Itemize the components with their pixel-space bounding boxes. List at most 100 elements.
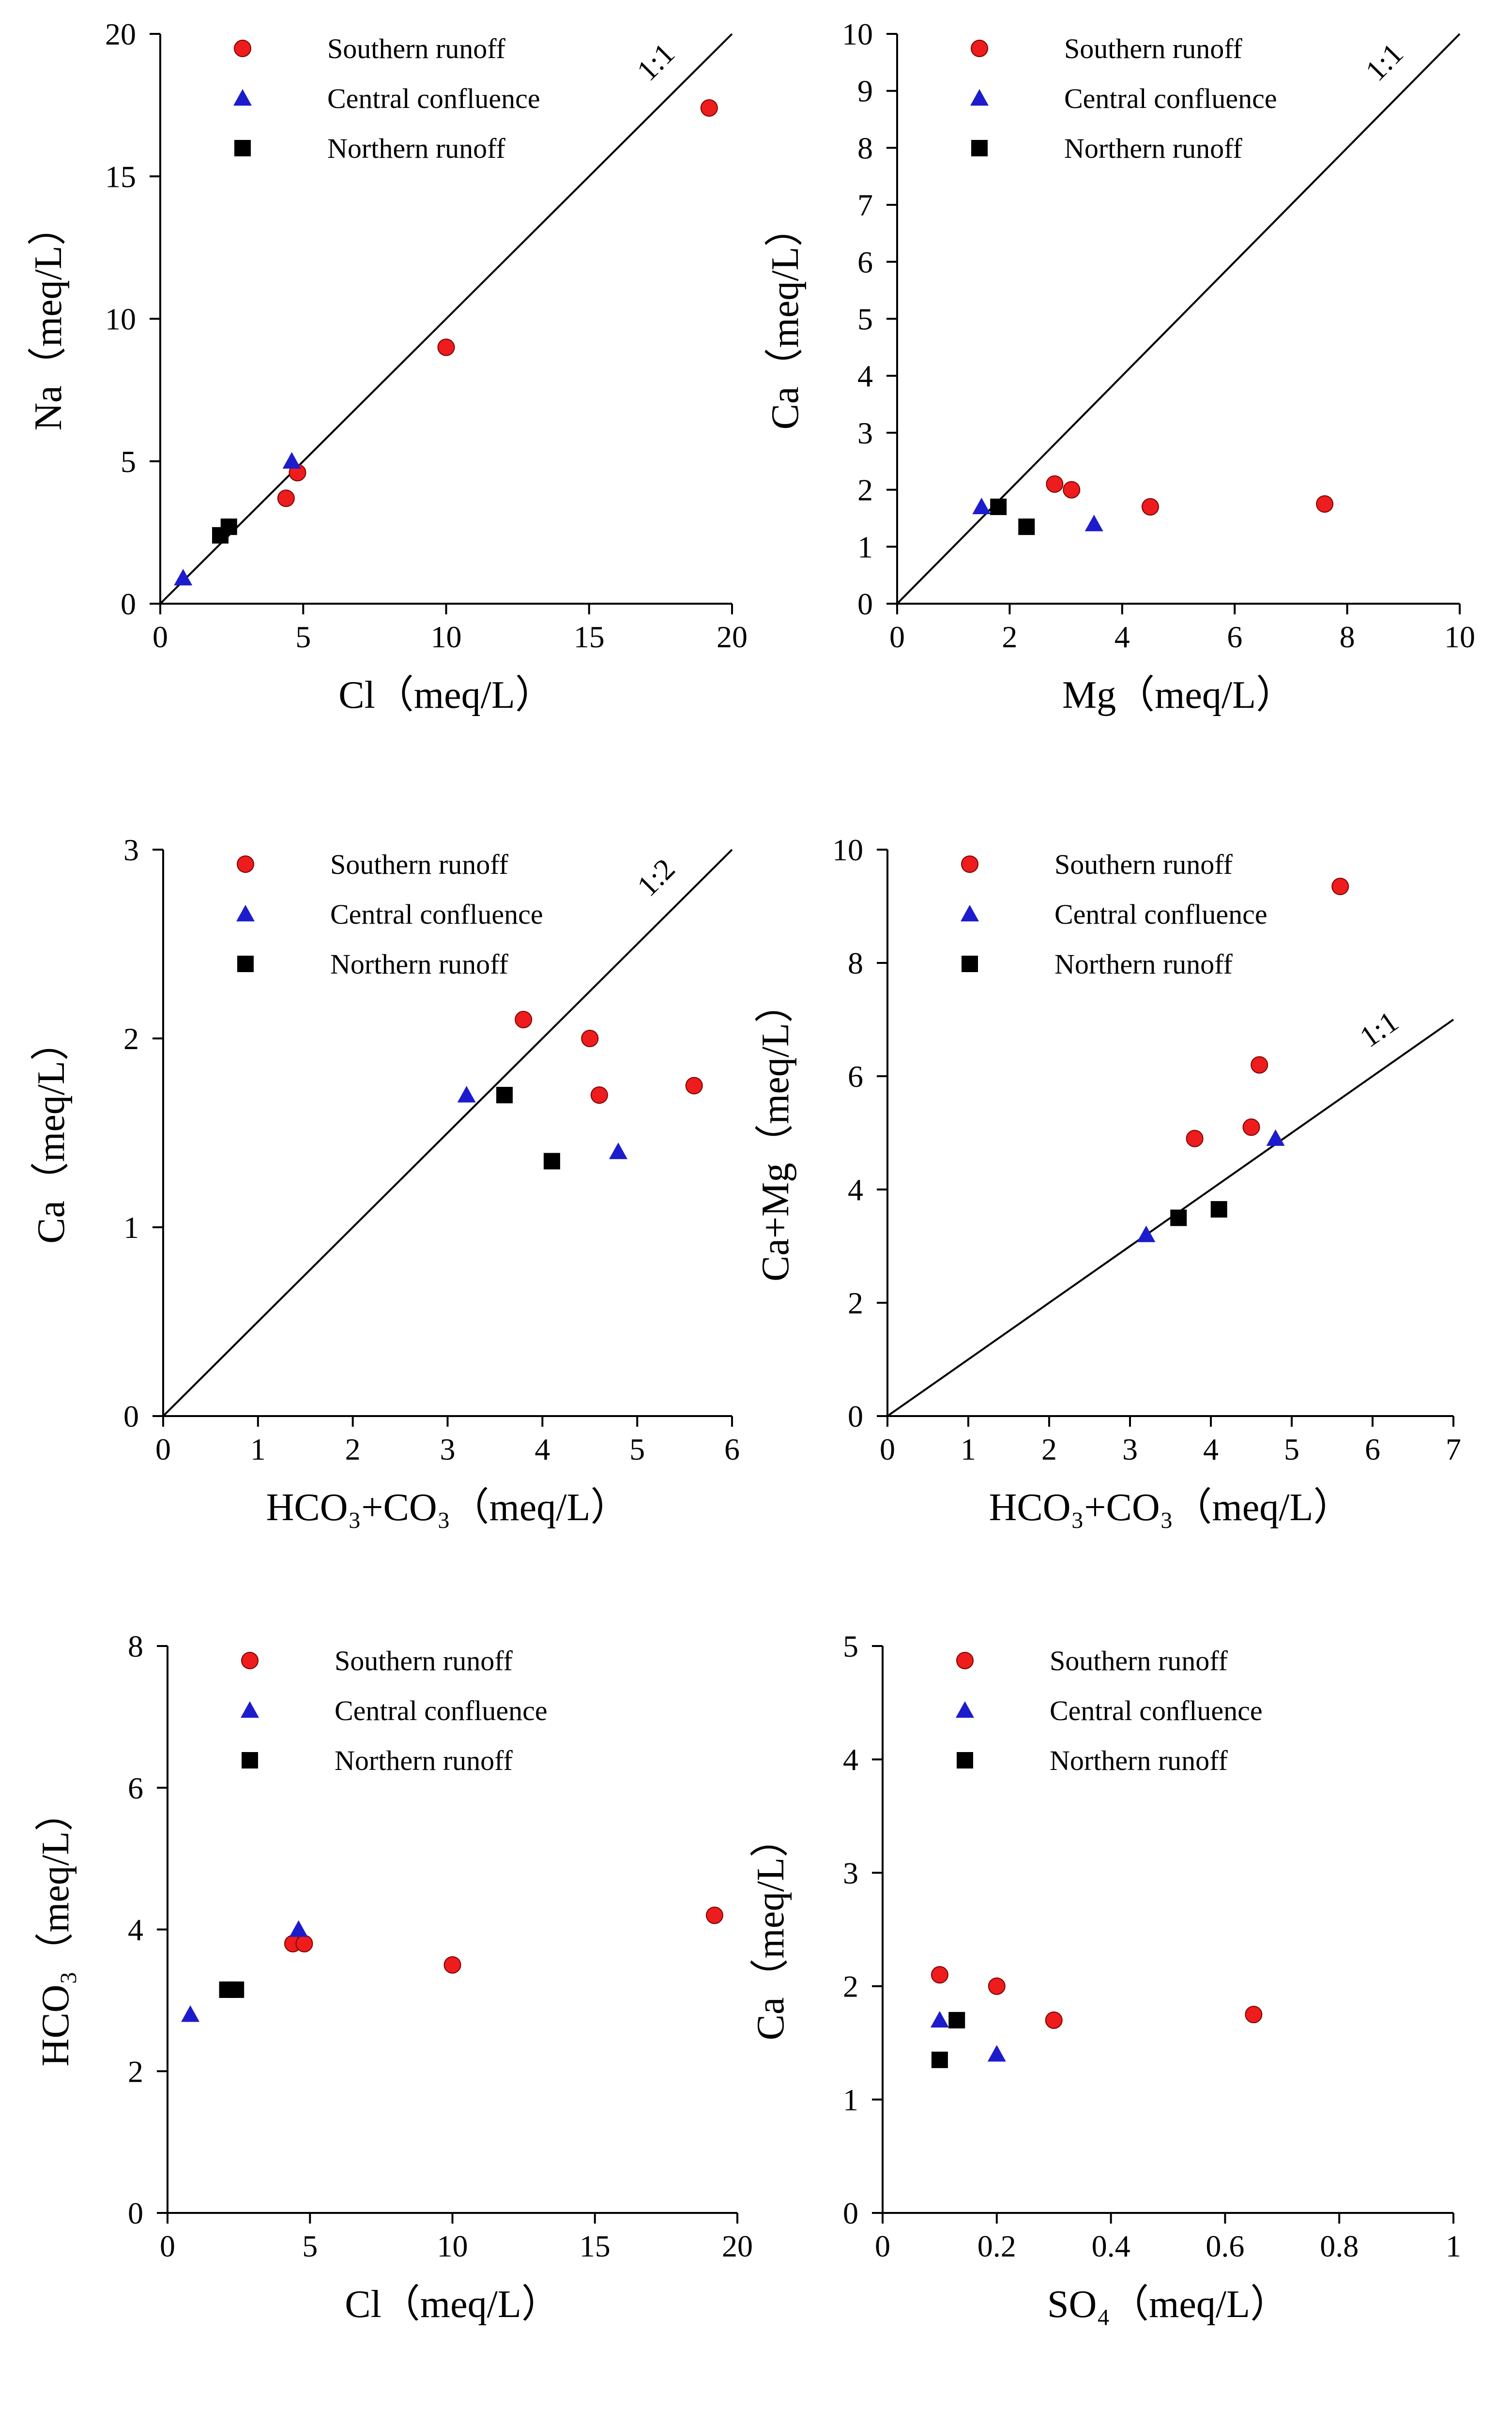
- y-tick-label: 6: [128, 1771, 143, 1805]
- data-point: [515, 1011, 533, 1028]
- data-point: [948, 2012, 965, 2028]
- data-point: [705, 1906, 723, 1924]
- x-tick-label: 10: [431, 620, 462, 654]
- y-tick-label: 15: [105, 159, 136, 194]
- y-tick-label: 0: [848, 1399, 863, 1433]
- y-tick-label: 4: [857, 359, 873, 393]
- data-point: [289, 1920, 308, 1937]
- x-tick-label: 4: [1115, 620, 1130, 654]
- legend-marker-northern: [962, 956, 978, 972]
- y-axis-title: Na（meq/L）: [27, 207, 70, 430]
- x-tick-label: 0.2: [977, 2229, 1016, 2263]
- y-tick-label: 10: [832, 833, 863, 867]
- y-tick-label: 4: [843, 1742, 858, 1777]
- data-point: [443, 1956, 461, 1974]
- y-tick-label: 6: [848, 1059, 863, 1094]
- y-axis-title: Ca+Mg（meq/L）: [754, 984, 797, 1281]
- data-point: [228, 1981, 244, 1998]
- legend-label-northern: Northern runoff: [335, 1745, 513, 1776]
- y-tick-label: 3: [123, 833, 139, 867]
- x-tick-label: 4: [535, 1432, 550, 1466]
- legend-label-central: Central confluence: [327, 83, 540, 114]
- x-tick-label: 2: [1041, 1432, 1057, 1466]
- data-point: [174, 569, 193, 586]
- data-point: [1046, 475, 1064, 493]
- legend-label-central: Central confluence: [1064, 83, 1277, 114]
- y-tick-label: 4: [848, 1173, 863, 1207]
- y-tick-label: 2: [857, 473, 873, 507]
- data-point: [1242, 1118, 1260, 1136]
- legend-label-central: Central confluence: [330, 899, 543, 930]
- x-tick-label: 3: [1122, 1432, 1138, 1466]
- y-tick-label: 0: [128, 2196, 143, 2230]
- x-tick-label: 20: [717, 620, 748, 654]
- y-tick-label: 8: [857, 131, 873, 165]
- data-point: [1316, 495, 1334, 513]
- legend-label-southern: Southern runoff: [327, 33, 506, 64]
- x-tick-label: 5: [629, 1432, 645, 1466]
- x-tick-label: 1: [1446, 2229, 1461, 2263]
- x-tick-label: 1: [250, 1432, 266, 1466]
- legend-marker-southern: [234, 40, 251, 57]
- x-tick-label: 0: [155, 1432, 171, 1466]
- data-point: [1084, 515, 1103, 532]
- data-point: [295, 1935, 313, 1952]
- x-axis-title: Mg（meq/L）: [1062, 674, 1295, 717]
- y-tick-label: 1: [123, 1210, 139, 1245]
- x-axis-title: SO₄（meq/L）: [1047, 2283, 1289, 2326]
- legend-label-central: Central confluence: [1054, 899, 1268, 930]
- data-point: [987, 2045, 1006, 2062]
- data-point: [1210, 1201, 1227, 1218]
- data-point: [685, 1077, 703, 1095]
- legend-label-southern: Southern runoff: [335, 1645, 513, 1677]
- legend-label-central: Central confluence: [1050, 1695, 1263, 1726]
- data-point: [1063, 481, 1081, 499]
- y-tick-label: 10: [842, 17, 873, 51]
- x-tick-label: 0.6: [1206, 2229, 1244, 2263]
- data-point: [1018, 518, 1035, 535]
- legend-label-southern: Southern runoff: [330, 849, 509, 880]
- data-point: [700, 99, 718, 117]
- data-point: [609, 1143, 627, 1159]
- reference-line: [159, 33, 733, 605]
- x-tick-label: 20: [722, 2229, 753, 2263]
- x-tick-label: 6: [1227, 620, 1242, 654]
- y-tick-label: 1: [857, 530, 873, 564]
- data-point: [988, 1977, 1006, 1995]
- y-tick-label: 5: [843, 1629, 858, 1663]
- data-point: [1245, 2006, 1263, 2024]
- data-point: [972, 497, 991, 515]
- y-tick-label: 2: [128, 2054, 143, 2089]
- y-tick-label: 7: [857, 188, 873, 222]
- y-tick-label: 0: [121, 587, 136, 621]
- data-point: [1186, 1129, 1204, 1147]
- x-tick-label: 2: [1002, 620, 1017, 654]
- legend-label-southern: Southern runoff: [1064, 33, 1243, 64]
- y-axis-title: Ca（meq/L）: [30, 1022, 73, 1244]
- legend-label-northern: Northern runoff: [327, 133, 505, 164]
- legend-marker-northern: [234, 140, 251, 156]
- x-tick-label: 5: [1284, 1432, 1299, 1466]
- y-tick-label: 3: [857, 416, 873, 450]
- legend-label-northern: Northern runoff: [330, 948, 508, 980]
- data-point: [1266, 1129, 1285, 1146]
- legend-marker-southern: [971, 40, 988, 57]
- data-point: [931, 1966, 948, 1984]
- chart-panel-5: 0 5 10 15 20 0 2 4 6 8 Cl（meq/L） HCO₃（meq/L） Souther…: [34, 1629, 753, 2326]
- legend-marker-southern: [956, 1652, 974, 1669]
- data-point: [1141, 498, 1159, 516]
- data-point: [1331, 878, 1349, 896]
- x-tick-label: 8: [1340, 620, 1355, 654]
- data-point: [277, 489, 295, 507]
- y-axis-title: Ca（meq/L）: [764, 208, 807, 430]
- legend-marker-southern: [961, 855, 978, 873]
- data-point: [543, 1153, 560, 1170]
- data-point: [437, 338, 455, 356]
- x-tick-label: 3: [440, 1432, 456, 1466]
- x-tick-label: 0.4: [1092, 2229, 1130, 2263]
- y-tick-label: 5: [857, 302, 873, 336]
- x-tick-label: 4: [1203, 1432, 1219, 1466]
- reference-line: [162, 849, 733, 1417]
- y-tick-label: 8: [848, 946, 863, 980]
